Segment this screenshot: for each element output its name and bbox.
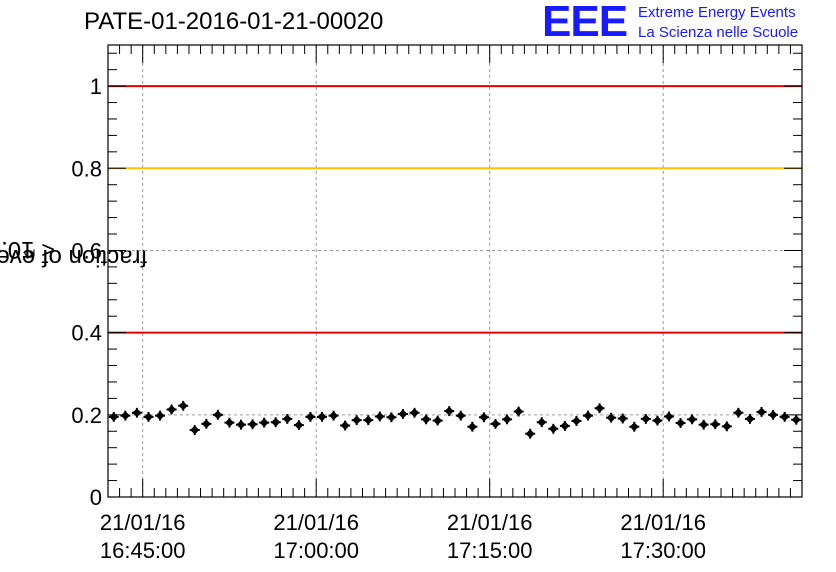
point-0-14 <box>271 417 281 427</box>
point-0-6 <box>178 401 188 411</box>
x-tick-date-3: 21/01/16 <box>620 510 706 535</box>
point-0-18 <box>317 412 327 422</box>
point-0-42 <box>595 403 605 413</box>
point-0-10 <box>224 418 234 428</box>
y-tick-label-1: 0.2 <box>71 403 102 428</box>
point-0-41 <box>583 411 593 421</box>
point-0-55 <box>745 414 755 424</box>
point-0-36 <box>525 429 535 439</box>
point-0-9 <box>213 410 223 420</box>
point-0-45 <box>629 422 639 432</box>
point-0-48 <box>664 411 674 421</box>
point-0-3 <box>143 412 153 422</box>
chart-title: PATE-01-2016-01-21-00020 <box>84 8 384 35</box>
point-0-46 <box>641 414 651 424</box>
point-0-33 <box>490 419 500 429</box>
x-tick-time-0: 16:45:00 <box>100 538 186 563</box>
x-tick-time-3: 17:30:00 <box>620 538 706 563</box>
point-0-37 <box>537 417 547 427</box>
point-0-52 <box>710 419 720 429</box>
logo-line-1: Extreme Energy Events <box>638 4 796 21</box>
point-0-27 <box>421 414 431 424</box>
x-tick-time-1: 17:00:00 <box>273 538 359 563</box>
point-0-40 <box>571 416 581 426</box>
point-0-38 <box>548 424 558 434</box>
point-0-12 <box>248 419 258 429</box>
point-0-57 <box>768 410 778 420</box>
point-0-20 <box>340 421 350 431</box>
point-0-51 <box>699 420 709 430</box>
point-0-47 <box>652 416 662 426</box>
x-tick-time-2: 17:15:00 <box>447 538 533 563</box>
y-tick-label-4: 0.8 <box>71 156 102 181</box>
point-0-31 <box>467 422 477 432</box>
point-0-50 <box>687 414 697 424</box>
point-0-39 <box>560 421 570 431</box>
point-0-0 <box>109 412 119 422</box>
point-0-43 <box>606 413 616 423</box>
point-0-35 <box>514 407 524 417</box>
x-tick-date-0: 21/01/16 <box>100 510 186 535</box>
point-0-59 <box>791 415 801 425</box>
point-0-26 <box>410 408 420 418</box>
point-0-8 <box>201 419 211 429</box>
point-0-32 <box>479 412 489 422</box>
point-0-25 <box>398 409 408 419</box>
point-0-30 <box>456 411 466 421</box>
point-0-53 <box>722 421 732 431</box>
logo-letters: EEE <box>542 0 628 46</box>
point-0-44 <box>618 414 628 424</box>
point-0-17 <box>305 412 315 422</box>
point-0-49 <box>676 418 686 428</box>
point-0-11 <box>236 420 246 430</box>
point-0-29 <box>444 406 454 416</box>
point-0-58 <box>780 412 790 422</box>
point-0-19 <box>329 411 339 421</box>
point-0-2 <box>132 408 142 418</box>
plot-frame <box>107 44 803 498</box>
y-tick-label-3: 0.6 <box>71 238 102 263</box>
logo-line-2: La Scienza nelle Scuole <box>638 24 799 41</box>
x-tick-date-1: 21/01/16 <box>273 510 359 535</box>
point-0-7 <box>190 425 200 435</box>
point-0-15 <box>282 414 292 424</box>
point-0-1 <box>120 411 130 421</box>
y-tick-label-2: 0.4 <box>71 321 102 346</box>
point-0-22 <box>363 415 373 425</box>
y-tick-label-0: 0 <box>90 485 102 510</box>
point-0-23 <box>375 411 385 421</box>
point-0-21 <box>352 415 362 425</box>
point-0-16 <box>294 420 304 430</box>
point-0-24 <box>386 412 396 422</box>
point-0-56 <box>757 407 767 417</box>
point-0-5 <box>167 404 177 414</box>
point-0-54 <box>733 408 743 418</box>
x-tick-date-2: 21/01/16 <box>447 510 533 535</box>
point-0-34 <box>502 414 512 424</box>
point-0-13 <box>259 418 269 428</box>
point-0-4 <box>155 411 165 421</box>
y-tick-label-5: 1 <box>90 74 102 99</box>
point-0-28 <box>433 416 443 426</box>
